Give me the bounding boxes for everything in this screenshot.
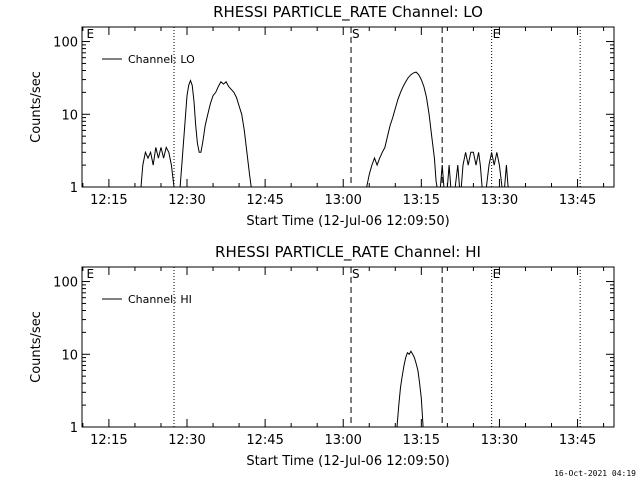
panel-lo: RHESSI PARTICLE_RATE Channel: LO E S E 12:… (29, 3, 615, 229)
x-tick-label: 13:45 (559, 193, 596, 208)
panel-hi: RHESSI PARTICLE_RATE Channel: HI E S E 12:… (29, 243, 615, 469)
marker-lines (173, 267, 581, 427)
legend: Channel: LO (102, 53, 195, 66)
x-tick-label: 12:30 (168, 433, 205, 448)
axis-ticks: 12:15 12:30 12:45 13:00 13:15 13:30 13:45 1 10 10… (53, 27, 614, 208)
x-tick-label: 13:45 (559, 433, 596, 448)
y-axis-title: Counts/sec (29, 71, 44, 143)
marker-label: S (352, 27, 360, 41)
plot-frame (81, 26, 615, 188)
y-tick-label: 10 (61, 348, 78, 363)
legend: Channel: HI (102, 293, 192, 306)
legend-label: Channel: HI (128, 293, 192, 306)
series-line (396, 350, 424, 428)
x-tick-label: 12:30 (168, 193, 205, 208)
x-tick-label: 13:30 (481, 193, 518, 208)
y-tick-label: 100 (53, 276, 78, 291)
marker-label: E (86, 267, 94, 281)
data-layer (140, 71, 509, 188)
timestamp: 16-Oct-2021 04:19 (554, 469, 636, 478)
y-axis-title: Counts/sec (29, 311, 44, 383)
x-tick-label: 12:15 (90, 193, 127, 208)
marker-label: S (352, 267, 360, 281)
chart-title: RHESSI PARTICLE_RATE Channel: LO (213, 3, 483, 22)
x-tick-label: 13:00 (324, 433, 361, 448)
x-tick-label: 13:30 (481, 433, 518, 448)
data-layer (396, 350, 424, 428)
axis-ticks: 12:15 12:30 12:45 13:00 13:15 13:30 13:45 1 10 10… (53, 267, 614, 448)
marker-label: E (86, 27, 94, 41)
x-tick-label: 12:45 (246, 433, 283, 448)
x-tick-label: 12:45 (246, 193, 283, 208)
x-tick-label: 13:00 (324, 193, 361, 208)
x-axis-title: Start Time (12-Jul-06 12:09:50) (246, 454, 449, 469)
series-line (140, 71, 509, 188)
x-tick-label: 13:15 (403, 433, 440, 448)
x-tick-label: 13:15 (403, 193, 440, 208)
marker-label: E (493, 267, 501, 281)
marker-label: E (493, 27, 501, 41)
marker-lines (173, 27, 581, 187)
y-tick-label: 100 (53, 36, 78, 51)
y-tick-label: 10 (61, 108, 78, 123)
legend-label: Channel: LO (128, 53, 195, 66)
chart-title: RHESSI PARTICLE_RATE Channel: HI (215, 243, 481, 262)
x-tick-label: 12:15 (90, 433, 127, 448)
y-tick-label: 1 (70, 181, 78, 196)
y-tick-label: 1 (70, 421, 78, 436)
plot-frame (81, 266, 615, 428)
x-axis-title: Start Time (12-Jul-06 12:09:50) (246, 214, 449, 229)
